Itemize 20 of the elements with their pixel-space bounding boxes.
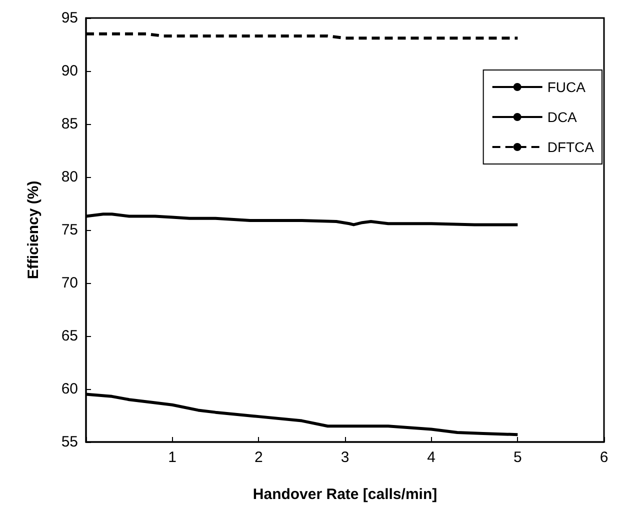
x-axis-title: Handover Rate [calls/min]: [252, 486, 438, 503]
x-tick-label: 4: [427, 449, 436, 466]
y-tick-label: 65: [61, 328, 78, 344]
legend-label: DFTCA: [547, 139, 595, 155]
y-tick-label: 80: [61, 168, 78, 186]
x-tick-label: 3: [340, 449, 350, 466]
y-tick-label: 55: [61, 434, 78, 450]
y-tick-label: 90: [61, 62, 78, 80]
y-tick-label: 95: [61, 10, 78, 26]
x-tick-label: 2: [254, 449, 263, 466]
x-tick-label: 1: [168, 449, 177, 466]
y-tick-label: 75: [61, 222, 78, 238]
y-tick-label: 85: [61, 116, 78, 132]
legend-label: DCA: [547, 109, 578, 125]
legend-label: FUCA: [547, 79, 586, 95]
y-tick-label: 70: [61, 274, 78, 292]
x-tick-label: 5: [513, 449, 522, 466]
x-tick-label: 6: [600, 449, 608, 466]
y-tick-label: 60: [61, 380, 78, 398]
y-axis-title: Efficiency (%): [25, 180, 42, 280]
